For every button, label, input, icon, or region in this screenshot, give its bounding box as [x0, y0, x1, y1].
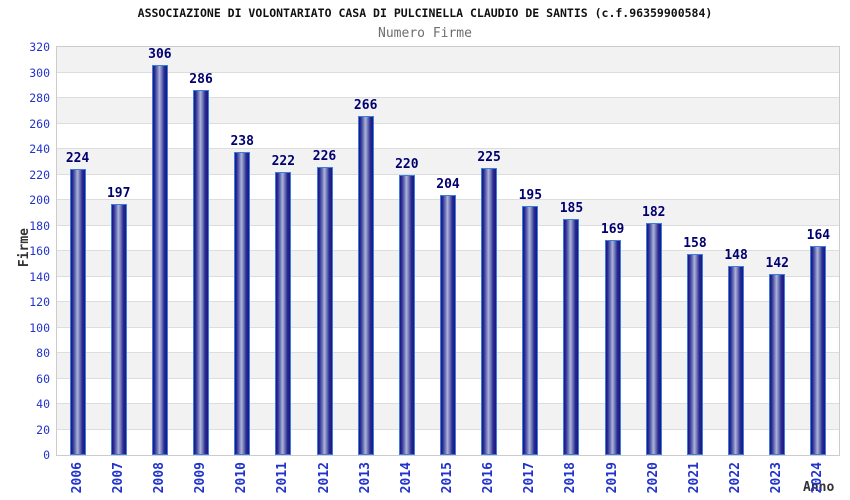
bar-value-label: 158: [683, 235, 707, 251]
y-tick-label: 40: [36, 397, 50, 411]
y-tick-label: 0: [43, 448, 50, 462]
bar-value-label: 266: [353, 97, 378, 113]
bar: [316, 166, 333, 455]
plot-background-band: [57, 123, 839, 149]
y-tick-label: 280: [29, 91, 50, 105]
bar: [193, 90, 210, 455]
plot-background-band: [57, 47, 839, 73]
x-tick-label: 2014: [398, 462, 414, 494]
y-tick-label: 80: [36, 346, 50, 360]
x-tick-label: 2022: [728, 462, 744, 494]
x-tick-label: 2006: [69, 462, 85, 494]
y-tick-label: 320: [29, 40, 50, 54]
chart-subtitle: Numero Firme: [378, 26, 472, 41]
bar-value-label: 197: [106, 185, 131, 201]
bar-value-label: 220: [395, 156, 419, 172]
bar: [357, 115, 374, 455]
bar: [769, 273, 786, 455]
bar-value-label: 169: [600, 221, 625, 237]
x-tick-label: 2017: [522, 462, 538, 494]
bar: [563, 219, 580, 455]
bar-value-label: 185: [559, 201, 584, 217]
bar: [234, 151, 251, 455]
bar-value-label: 224: [65, 151, 90, 167]
bar: [686, 253, 703, 455]
x-tick-label: 2021: [686, 462, 702, 494]
bar-value-label: 226: [312, 148, 337, 164]
bar-value-label: 164: [806, 227, 831, 243]
bar: [645, 222, 662, 455]
bar: [522, 206, 539, 455]
bar-value-label: 182: [642, 204, 666, 220]
bar: [440, 194, 456, 455]
y-tick-label: 240: [29, 142, 50, 156]
x-tick-label: 2007: [110, 462, 126, 494]
bar: [604, 239, 621, 455]
bar-value-label: 306: [148, 46, 172, 62]
bar-value-label: 142: [765, 255, 789, 271]
bar: [151, 64, 168, 455]
x-tick-label: 2020: [645, 462, 661, 494]
bar: [275, 171, 292, 455]
bar: [398, 174, 415, 455]
bar: [110, 203, 127, 455]
bar-value-label: 225: [477, 150, 501, 166]
y-tick-label: 60: [36, 371, 50, 386]
y-tick-label: 260: [29, 116, 50, 131]
bar: [481, 168, 498, 455]
x-tick-label: 2011: [275, 462, 291, 494]
y-tick-label: 120: [29, 295, 50, 309]
x-tick-label: 2019: [604, 462, 620, 494]
y-tick-label: 300: [29, 65, 50, 80]
bar-value-label: 148: [724, 248, 748, 264]
x-tick-label: 2008: [151, 462, 167, 494]
y-tick-label: 180: [29, 218, 50, 233]
y-tick-label: 160: [29, 244, 50, 258]
x-axis-label: Anno: [803, 480, 835, 495]
bar-value-label: 195: [518, 188, 543, 204]
y-tick-label: 100: [29, 320, 50, 335]
x-tick-label: 2016: [481, 462, 497, 494]
chart-title: ASSOCIAZIONE DI VOLONTARIATO CASA DI PUL…: [137, 6, 713, 20]
plot-background-band: [57, 72, 839, 98]
y-tick-label: 140: [29, 269, 50, 284]
y-tick-label: 220: [29, 167, 50, 182]
plot-background-band: [57, 98, 839, 124]
x-tick-label: 2013: [357, 462, 373, 494]
bar-value-label: 238: [230, 133, 254, 149]
x-tick-label: 2015: [440, 462, 455, 494]
x-tick-label: 2018: [563, 462, 579, 494]
bar: [69, 169, 86, 455]
x-tick-label: 2012: [316, 462, 332, 494]
bar-value-label: 222: [271, 153, 296, 169]
x-tick-label: 2010: [234, 462, 250, 494]
x-tick-label: 2009: [193, 462, 209, 494]
bar: [810, 245, 827, 455]
bar: [728, 266, 745, 455]
x-tick-label: 2023: [769, 462, 785, 494]
x-tick-label: 2024: [810, 462, 826, 494]
bar-value-label: 286: [189, 72, 213, 88]
y-tick-label: 200: [29, 193, 50, 207]
bar-value-label: 204: [436, 176, 460, 192]
plot-background-band: [57, 149, 839, 175]
y-tick-label: 20: [36, 422, 50, 437]
